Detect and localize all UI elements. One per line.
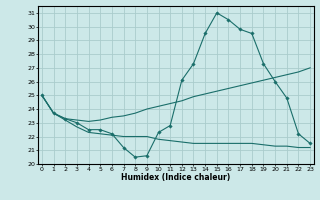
X-axis label: Humidex (Indice chaleur): Humidex (Indice chaleur) xyxy=(121,173,231,182)
